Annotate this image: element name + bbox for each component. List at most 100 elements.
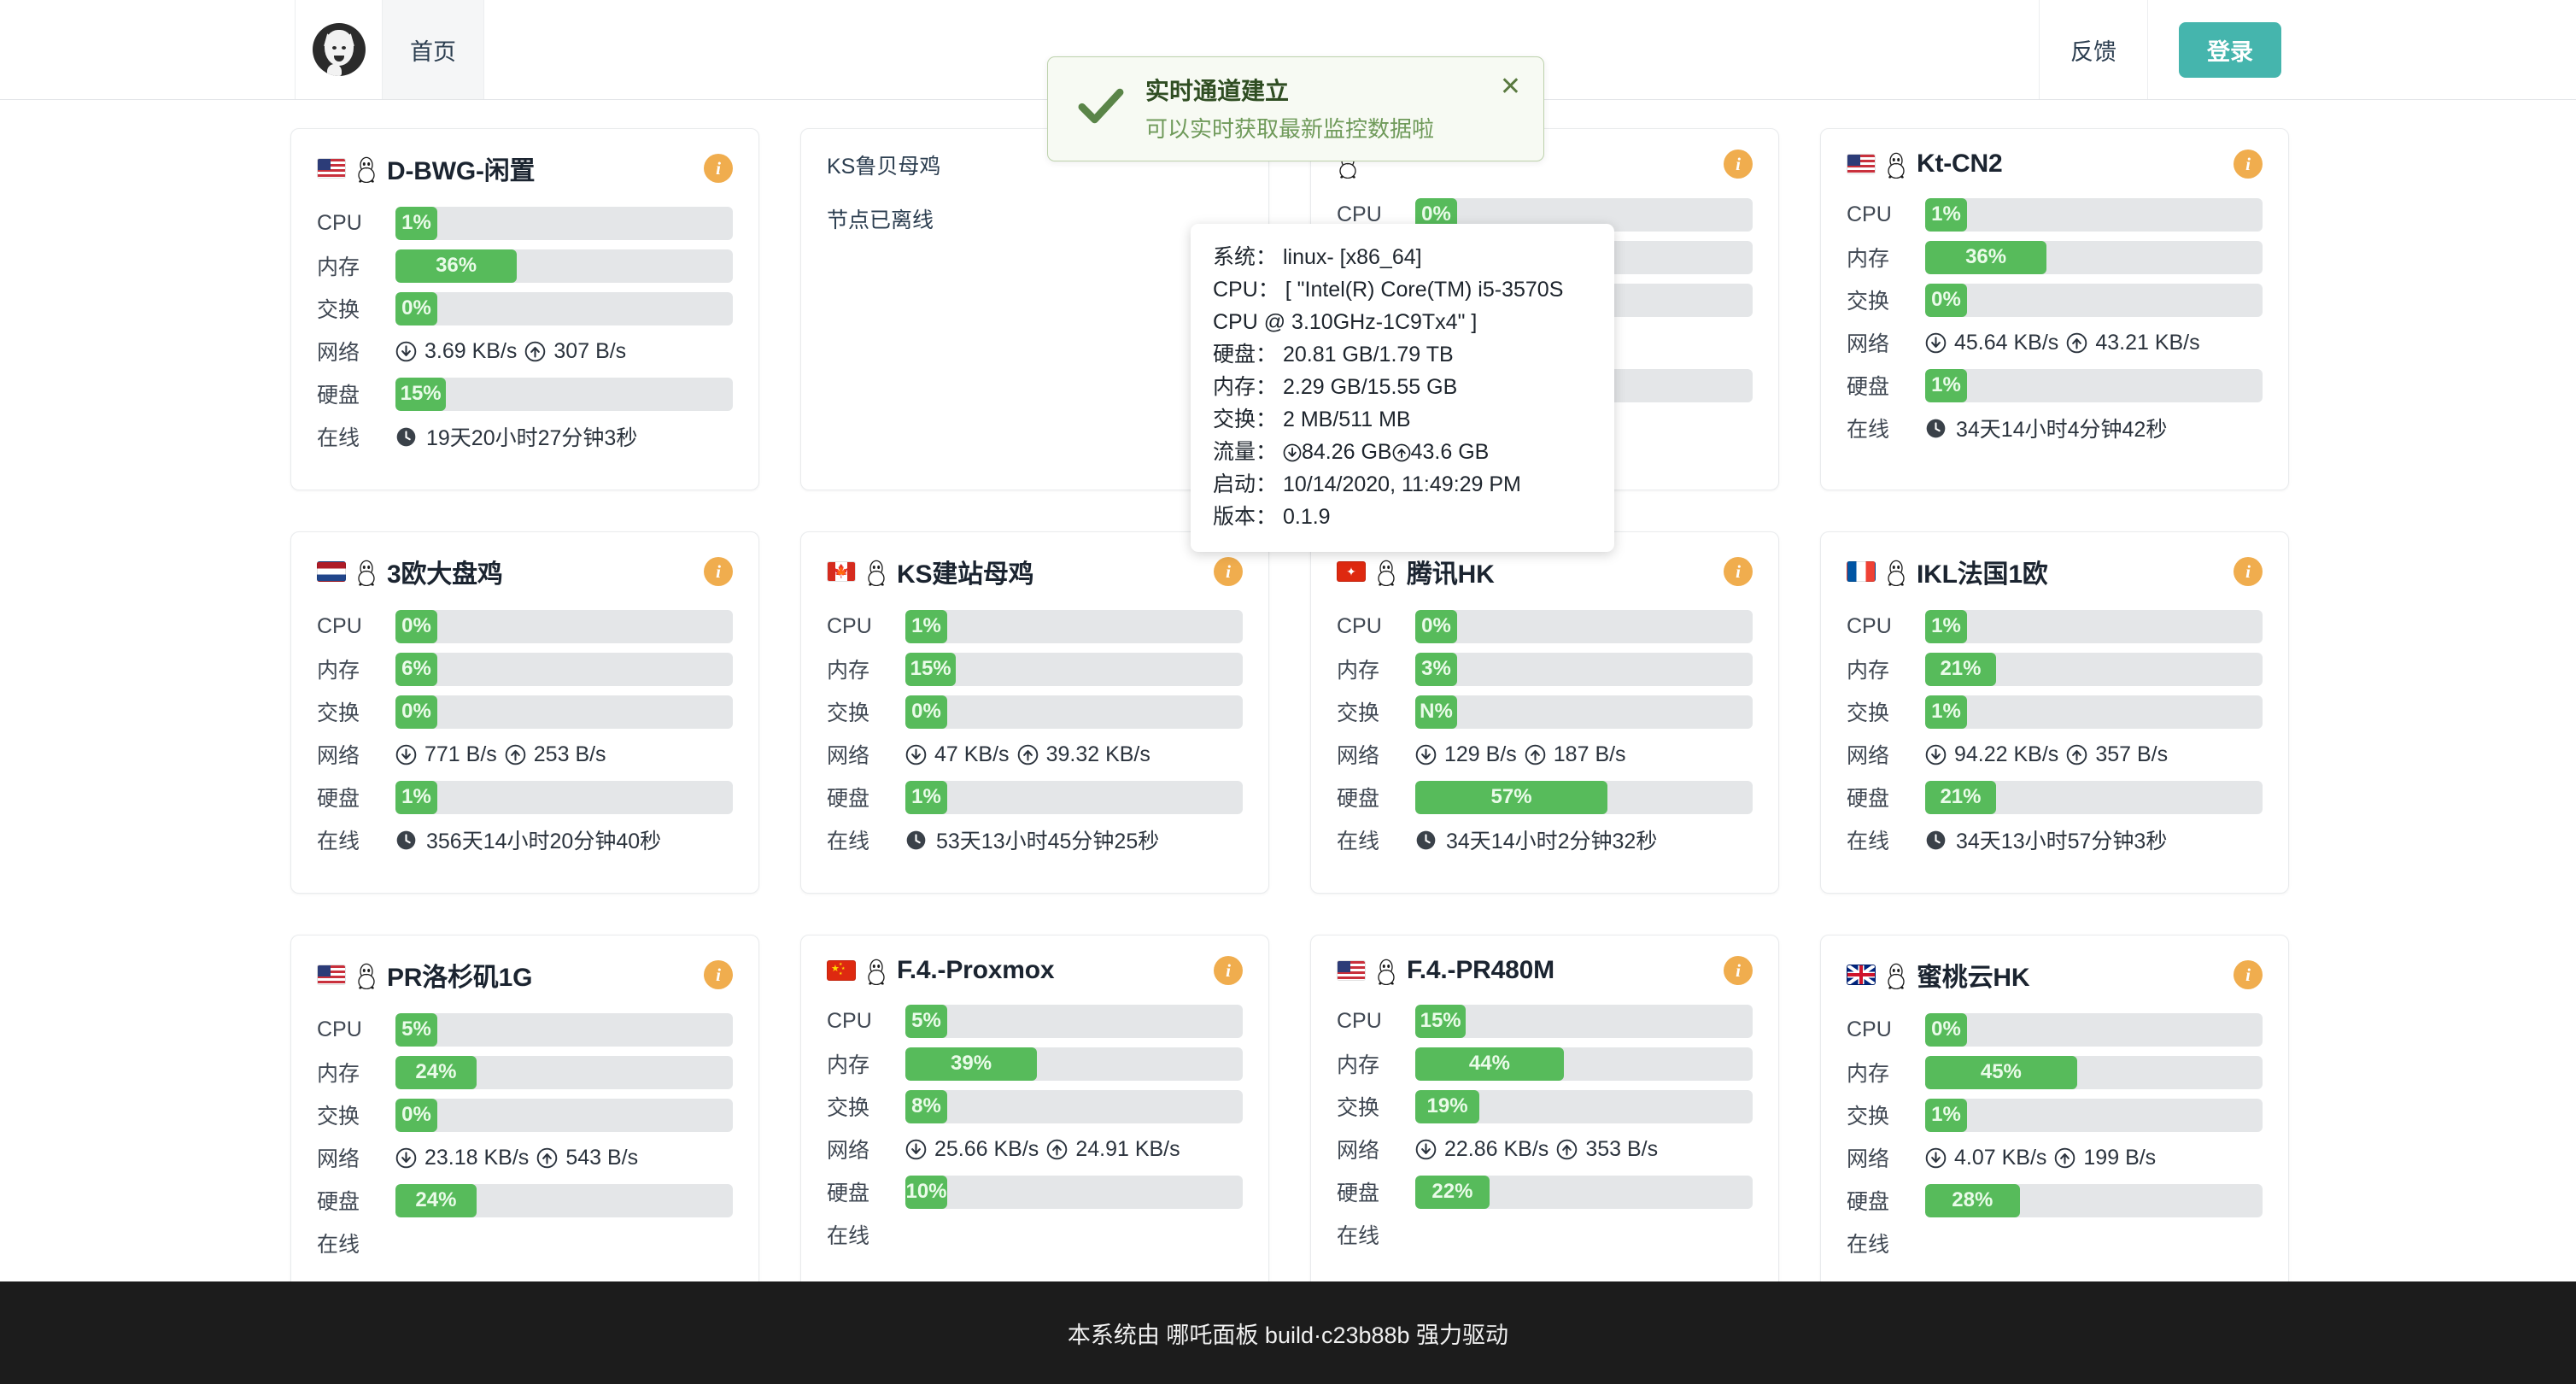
metric-label-cpu: CPU (827, 613, 872, 638)
info-icon[interactable]: i (1724, 557, 1753, 586)
metric-row-swap: 交换 1% (1847, 695, 2263, 729)
disk-bar-track: 1% (905, 780, 1243, 814)
network-down-value: 22.86 KB/s (1444, 1136, 1549, 1161)
server-card[interactable]: IKL法国1欧 i CPU 1% 内存 21% 交换 1% 网络 94.22 KB/s 357 B/… (1820, 531, 2289, 894)
swap-bar-track: 0% (905, 695, 1243, 729)
metric-row-memory: 内存 21% (1847, 652, 2263, 686)
tooltip-row: 系统： linux- [x86_64] (1213, 241, 1592, 273)
nav-item-home-label: 首页 (410, 38, 456, 65)
linux-penguin-icon (865, 958, 887, 986)
metric-row-online: 在线 19天20小时27分钟3秒 (317, 419, 733, 454)
swap-bar-fill: 1% (1925, 1098, 1967, 1132)
nav-item-feedback[interactable]: 反馈 (2039, 0, 2148, 99)
info-icon[interactable]: i (1724, 956, 1753, 985)
disk-bar-track: 15% (395, 377, 733, 411)
metric-label-swap: 交换 (317, 298, 360, 322)
metric-row-memory: 内存 24% (317, 1055, 733, 1089)
login-button[interactable]: 登录 (2179, 21, 2281, 78)
disk-bar-fill: 24% (395, 1183, 477, 1217)
metric-row-online: 在线 356天14小时20分钟40秒 (317, 823, 733, 857)
memory-bar-track: 15% (905, 652, 1243, 686)
metric-row-disk: 硬盘 1% (1847, 368, 2263, 402)
clock-icon (1925, 830, 1947, 851)
metric-label-memory: 内存 (317, 659, 360, 683)
metric-row-swap: 交换 0% (827, 695, 1243, 729)
disk-bar-track: 1% (395, 780, 733, 814)
online-values: 19天20小时27分钟3秒 (395, 421, 637, 452)
swap-bar-track: 8% (905, 1089, 1243, 1123)
network-down-value: 47 KB/s (934, 742, 1010, 766)
server-card[interactable]: F.4.-PR480M i CPU 15% 内存 44% 交换 19% 网络 22.86 KB/s… (1310, 935, 1779, 1297)
metric-row-memory: 内存 44% (1337, 1047, 1753, 1081)
info-icon[interactable]: i (1724, 150, 1753, 179)
info-icon[interactable]: i (704, 154, 733, 183)
metric-row-cpu: CPU 0% (317, 609, 733, 643)
info-icon[interactable]: i (1214, 956, 1243, 985)
metric-row-network: 网络 94.22 KB/s 357 B/s (1847, 737, 2263, 771)
tooltip-row-value: 10/14/2020, 11:49:29 PM (1282, 472, 1521, 496)
toast-message: 可以实时获取最新监控数据啦 (1145, 116, 1435, 142)
tooltip-row-key: 启动： (1213, 472, 1278, 496)
server-card[interactable]: ★ ★ ★ ★ F.4.-Proxmox i CPU 5% 内存 39% 交换 8% 网络 25.66 K… (800, 935, 1269, 1297)
swap-bar-fill: 0% (1925, 283, 1967, 317)
metric-label-network: 网络 (317, 341, 360, 365)
metric-label-network: 网络 (1847, 1147, 1890, 1171)
swap-value: 0% (401, 1103, 431, 1126)
toast-close-icon[interactable]: ✕ (1496, 73, 1525, 102)
server-name: F.4.-Proxmox (897, 956, 1055, 984)
server-card[interactable]: D-BWG-闲置 i CPU 1% 内存 36% 交换 0% 网络 3.69 KB/s 307 B/… (290, 128, 759, 490)
cpu-bar-track: 1% (1925, 609, 2263, 643)
flag-ca-icon: 🍁 (827, 561, 856, 582)
info-icon[interactable]: i (1214, 557, 1243, 586)
nav-item-home[interactable]: 首页 (383, 0, 484, 99)
server-name: 腾讯HK (1407, 560, 1495, 589)
disk-bar-fill: 1% (1925, 368, 1967, 402)
network-values: 45.64 KB/s 43.21 KB/s (1925, 331, 2200, 355)
tooltip-row-key: 硬盘： (1213, 343, 1278, 367)
cpu-bar-fill: 5% (905, 1004, 947, 1038)
footer-text: 本系统由 哪吒面板 build·c23b88b 强力驱动 (1067, 1322, 1509, 1348)
memory-value: 39% (951, 1052, 992, 1075)
tooltip-row: 流量： 84.26 GB 43.6 GB (1213, 436, 1592, 468)
metric-label-disk: 硬盘 (1847, 787, 1890, 811)
info-icon[interactable]: i (2234, 960, 2263, 989)
download-arrow-icon (1925, 744, 1947, 765)
disk-value: 24% (415, 1188, 457, 1211)
cpu-bar-fill: 1% (395, 206, 437, 240)
metric-label-online: 在线 (317, 1233, 360, 1257)
metric-row-network: 网络 3.69 KB/s 307 B/s (317, 334, 733, 368)
server-card[interactable]: 🍁 KS建站母鸡 i CPU 1% 内存 15% 交换 0% 网络 47 KB/s 39.32 KB/… (800, 531, 1269, 894)
disk-bar-track: 28% (1925, 1183, 2263, 1217)
cpu-bar-track: 15% (1415, 1004, 1753, 1038)
memory-bar-track: 45% (1925, 1055, 2263, 1089)
brand-logo-button[interactable] (295, 0, 383, 99)
metric-label-online: 在线 (1847, 1233, 1890, 1257)
tooltip-row-key: 流量： (1213, 440, 1278, 464)
metric-row-online: 在线 34天13小时57分钟3秒 (1847, 823, 2263, 857)
metric-row-cpu: CPU 5% (317, 1012, 733, 1047)
network-up-value: 199 B/s (2083, 1145, 2157, 1170)
server-card[interactable]: ✦ 腾讯HK i CPU 0% 内存 3% 交换 N% 网络 129 B/s 187 B/s 硬盘 57%… (1310, 531, 1779, 894)
server-card[interactable]: 蜜桃云HK i CPU 0% 内存 45% 交换 1% 网络 4.07 KB/s 199 B/s 硬盘… (1820, 935, 2289, 1297)
swap-value: 0% (401, 296, 431, 320)
metric-label-disk: 硬盘 (1847, 375, 1890, 399)
cat-avatar-logo-icon (312, 23, 366, 76)
server-card[interactable]: KS鲁贝母鸡 节点已离线 (800, 128, 1269, 490)
server-card[interactable]: Kt-CN2 i CPU 1% 内存 36% 交换 0% 网络 45.64 KB/s 43.21 K… (1820, 128, 2289, 490)
server-card[interactable]: PR洛杉矶1G i CPU 5% 内存 24% 交换 0% 网络 23.18 KB/s 543 B/… (290, 935, 759, 1297)
metric-label-network: 网络 (1337, 744, 1380, 768)
server-card[interactable]: 3欧大盘鸡 i CPU 0% 内存 6% 交换 0% 网络 771 B/s 253 B/s 硬盘 1% 在… (290, 531, 759, 894)
disk-value: 21% (1940, 785, 1982, 808)
info-icon[interactable]: i (704, 557, 733, 586)
metric-row-network: 网络 25.66 KB/s 24.91 KB/s (827, 1132, 1243, 1166)
metric-row-memory: 内存 6% (317, 652, 733, 686)
info-icon[interactable]: i (2234, 150, 2263, 179)
disk-bar-fill: 57% (1415, 780, 1608, 814)
cpu-bar-track: 5% (905, 1004, 1243, 1038)
memory-bar-track: 6% (395, 652, 733, 686)
network-values: 47 KB/s 39.32 KB/s (905, 742, 1150, 767)
info-icon[interactable]: i (704, 960, 733, 989)
metric-row-swap: 交换 8% (827, 1089, 1243, 1123)
swap-bar-fill: 0% (395, 1098, 437, 1132)
info-icon[interactable]: i (2234, 557, 2263, 586)
